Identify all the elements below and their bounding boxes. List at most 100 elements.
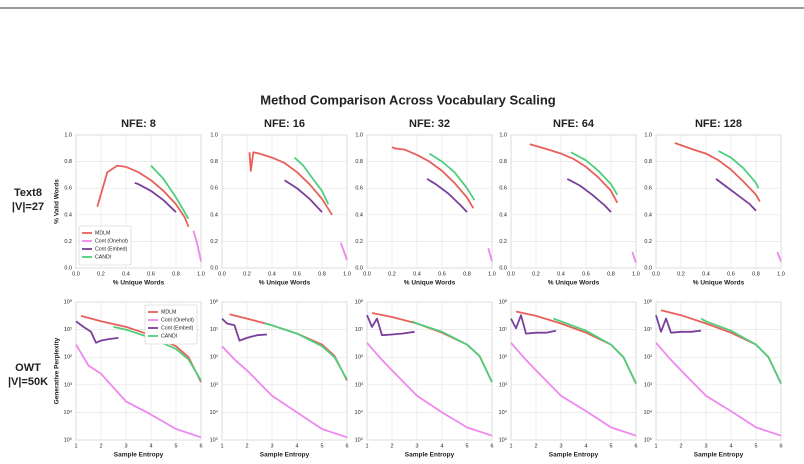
x-tick-label: 4 [729, 443, 732, 449]
y-tick-label: 10⁰ [64, 298, 73, 305]
x-axis-label: Sample Entropy [114, 452, 164, 459]
series-line [75, 320, 119, 344]
x-axis-label: % Unique Words [113, 280, 165, 287]
plot-area [366, 134, 493, 269]
x-tick-label: 5 [465, 443, 468, 449]
y-axis-label: % Valid Words [54, 179, 61, 224]
x-tick-label: 0.2 [677, 271, 685, 277]
y-tick-label: 0.0 [210, 265, 218, 271]
y-tick-label: 10² [499, 355, 507, 361]
x-tick-label: 4 [295, 443, 298, 449]
x-tick-label: 0.6 [147, 271, 155, 277]
y-tick-label: 10¹ [64, 327, 72, 333]
y-tick-label: 10⁵ [644, 436, 652, 443]
x-tick-label: 3 [415, 443, 418, 449]
legend-label: Cont (Onehot) [161, 317, 194, 323]
x-tick-label: 0.8 [607, 271, 615, 277]
row-label: OWT [15, 362, 41, 374]
x-tick-label: 1.0 [197, 271, 205, 277]
legend-label: MDLM [95, 230, 110, 236]
series-line [248, 151, 333, 216]
y-tick-label: 10¹ [499, 327, 507, 333]
x-tick-label: 3 [270, 443, 273, 449]
series-line [718, 150, 760, 189]
y-tick-label: 0.6 [64, 186, 72, 192]
plot-area [655, 301, 782, 441]
x-axis-label: Sample Entropy [405, 452, 455, 459]
series-line [510, 314, 557, 335]
x-axis-label: % Unique Words [404, 280, 456, 287]
x-axis-label: Sample Entropy [549, 452, 599, 459]
series-line [366, 314, 415, 337]
series-line [429, 152, 476, 201]
series-line [566, 178, 612, 213]
x-tick-label: 2 [99, 443, 102, 449]
legend-label: Cont (Embed) [161, 325, 194, 331]
x-tick-label: 0.6 [727, 271, 735, 277]
row-label: Text8 [14, 187, 42, 199]
subplot-title: NFE: 32 [409, 118, 450, 130]
plot-area [366, 301, 493, 441]
series-line [715, 178, 757, 212]
x-tick-label: 1 [365, 443, 368, 449]
x-tick-label: 0.0 [507, 271, 515, 277]
plot-area [510, 301, 637, 441]
x-tick-label: 1.0 [488, 271, 496, 277]
y-tick-label: 10⁴ [644, 409, 653, 416]
x-tick-label: 4 [149, 443, 152, 449]
y-tick-label: 0.6 [210, 186, 218, 192]
x-tick-label: 3 [124, 443, 127, 449]
x-axis-label: % Unique Words [548, 280, 600, 287]
y-tick-label: 0.0 [355, 265, 363, 271]
x-tick-label: 0.0 [72, 271, 80, 277]
x-tick-label: 0.8 [318, 271, 326, 277]
series-line [674, 142, 761, 202]
legend-box [78, 225, 132, 266]
y-tick-label: 1.0 [499, 132, 507, 138]
y-tick-label: 10³ [64, 382, 72, 388]
x-tick-label: 6 [779, 443, 782, 449]
y-tick-label: 0.8 [210, 159, 218, 165]
y-tick-label: 0.4 [644, 212, 652, 218]
y-tick-label: 0.0 [644, 265, 652, 271]
x-tick-label: 2 [534, 443, 537, 449]
y-tick-label: 10³ [355, 382, 363, 388]
y-tick-label: 10⁴ [64, 409, 73, 416]
x-axis-label: Sample Entropy [260, 452, 310, 459]
figure-title: Method Comparison Across Vocabulary Scal… [260, 92, 556, 107]
y-tick-label: 0.0 [64, 265, 72, 271]
series-line [293, 156, 330, 205]
x-tick-label: 1 [509, 443, 512, 449]
y-tick-label: 1.0 [64, 132, 72, 138]
x-tick-label: 1 [74, 443, 77, 449]
x-tick-label: 0.4 [268, 271, 276, 277]
y-tick-label: 0.6 [355, 186, 363, 192]
y-tick-label: 10⁰ [499, 298, 508, 305]
legend-box [144, 304, 198, 345]
y-tick-label: 10⁰ [644, 298, 653, 305]
x-axis-label: Sample Entropy [694, 452, 744, 459]
x-tick-label: 2 [245, 443, 248, 449]
series-line [570, 151, 619, 196]
y-tick-label: 0.2 [644, 239, 652, 245]
x-tick-label: 0.0 [218, 271, 226, 277]
y-tick-label: 0.4 [355, 212, 363, 218]
series-line [221, 345, 348, 439]
x-tick-label: 3 [559, 443, 562, 449]
y-tick-label: 10⁵ [210, 436, 218, 443]
x-axis-label: % Unique Words [693, 280, 745, 287]
x-tick-label: 5 [174, 443, 177, 449]
y-tick-label: 10⁰ [210, 298, 219, 305]
plot-area [510, 134, 637, 269]
y-tick-label: 10⁴ [355, 409, 364, 416]
x-tick-label: 0.8 [752, 271, 760, 277]
x-tick-label: 1.0 [777, 271, 785, 277]
y-tick-label: 0.8 [499, 159, 507, 165]
x-tick-label: 0.4 [557, 271, 565, 277]
x-tick-label: 2 [679, 443, 682, 449]
series-line [487, 247, 493, 262]
legend-label: Cont (Onehot) [95, 238, 128, 244]
subplot-title: NFE: 64 [553, 118, 595, 130]
